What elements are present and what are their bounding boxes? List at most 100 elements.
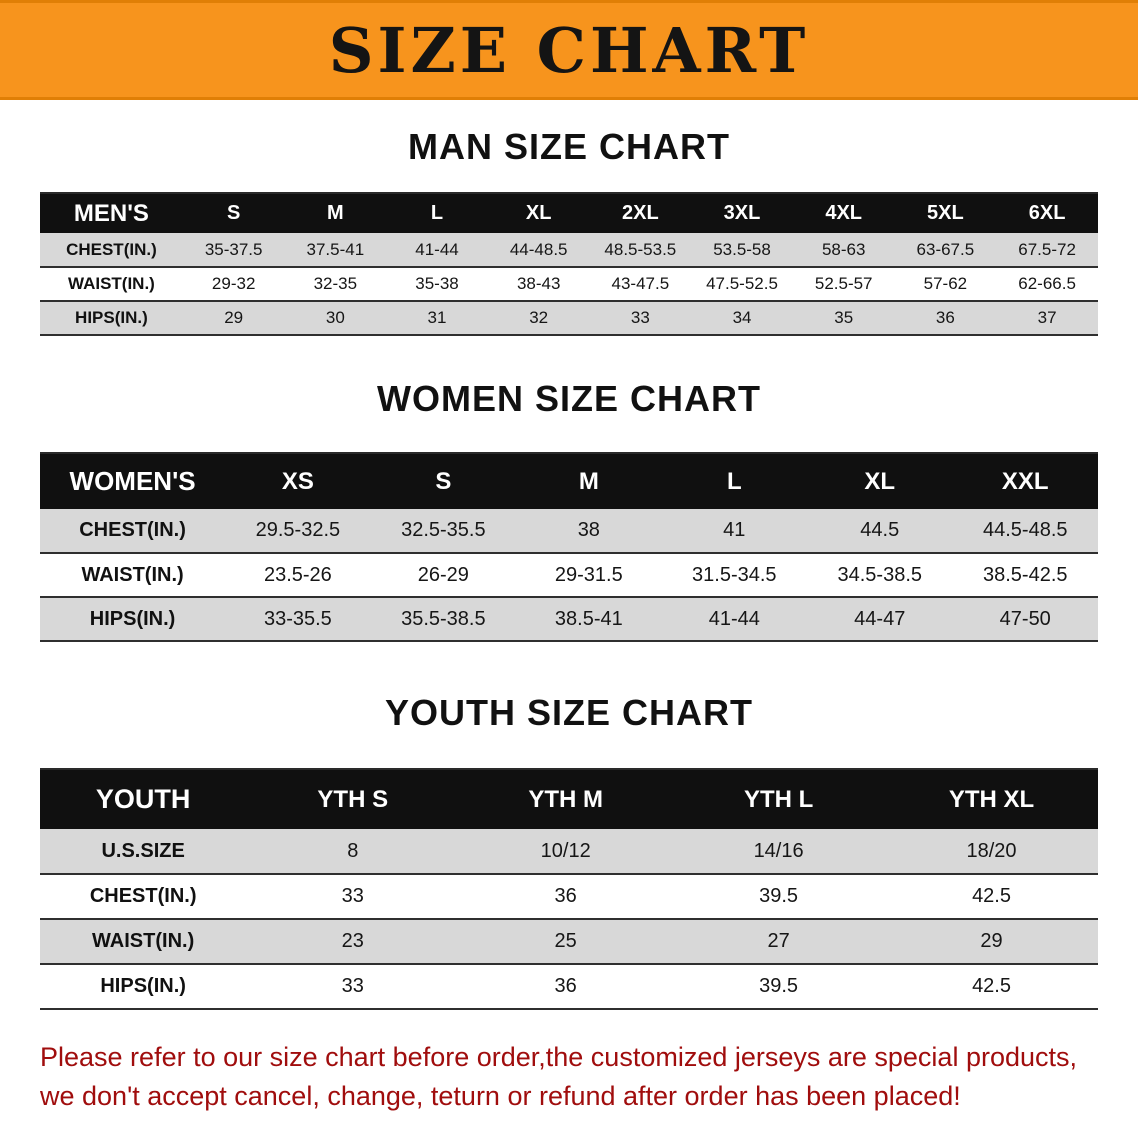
data-cell: 38 <box>577 519 600 541</box>
data-cell: 63-67.5 <box>916 239 975 259</box>
row-label: CHEST(IN.) <box>66 239 157 259</box>
data-cell: 32 <box>529 308 549 327</box>
data-cell: 34.5-38.5 <box>837 563 922 586</box>
data-cell: 32.5-35.5 <box>401 519 486 541</box>
notice-line-2: we don't accept cancel, change, teturn o… <box>40 1081 961 1112</box>
data-cell: 14/16 <box>753 839 804 862</box>
page-title: SIZE CHART <box>328 13 810 87</box>
data-cell: 35 <box>834 308 854 327</box>
youth-size-section: YOUTH SIZE CHART YOUTH YTH S YTH M YTH L YTH… <box>0 692 1138 1010</box>
row-label: WAIST(IN.) <box>67 274 155 293</box>
table-row: CHEST(IN.) 33 36 39.5 42.5 <box>40 874 1098 919</box>
data-cell: 36 <box>554 975 577 997</box>
data-cell: 29 <box>224 308 244 327</box>
women-size-table-wrap: WOMEN'S XS S M L XL XXL CHEST(IN.) 29.5-32.5 32.5… <box>0 452 1138 642</box>
table-title-cell: YOUTH <box>40 769 247 829</box>
women-size-section: WOMEN SIZE CHART WOMEN'S XS S M L XL XXL CHEST(… <box>0 378 1138 642</box>
size-header-cell: YTH XL <box>885 769 1098 829</box>
data-cell: 44.5-48.5 <box>982 519 1068 541</box>
youth-section-heading: YOUTH SIZE CHART <box>384 692 753 733</box>
row-label: HIPS(IN.) <box>75 308 148 327</box>
size-header-cell: 6XL <box>996 193 1098 233</box>
data-cell: 38.5-42.5 <box>982 563 1068 586</box>
table-row: HIPS(IN.) 33 36 39.5 42.5 <box>40 964 1098 1009</box>
size-header-cell: L <box>386 193 488 233</box>
data-cell: 8 <box>347 839 359 862</box>
size-header-cell: YTH M <box>459 769 673 829</box>
data-cell: 35.5-38.5 <box>401 607 486 630</box>
banner: SIZE CHART <box>0 0 1138 100</box>
men-size-section: MAN SIZE CHART MEN'S S M L XL 2XL 3XL 4XL 5XL 6XL… <box>0 126 1138 336</box>
size-header-cell: S <box>370 453 517 509</box>
size-header-cell: XL <box>807 453 953 509</box>
row-label: WAIST(IN.) <box>81 563 184 586</box>
row-label: CHEST(IN.) <box>79 519 186 541</box>
size-header-cell: XS <box>225 453 371 509</box>
header-row: YOUTH YTH S YTH M YTH L YTH XL <box>40 769 1098 829</box>
data-cell: 44-48.5 <box>509 239 568 259</box>
data-cell: 26-29 <box>417 563 469 586</box>
data-cell: 44-47 <box>854 607 906 630</box>
data-cell: 31.5-34.5 <box>692 563 777 586</box>
data-cell: 67.5-72 <box>1018 239 1076 259</box>
data-cell: 29.5-32.5 <box>255 519 341 541</box>
data-cell: 53.5-58 <box>713 239 771 259</box>
data-cell: 33 <box>630 308 650 327</box>
data-cell: 47-50 <box>999 607 1051 630</box>
size-table: WOMEN'S XS S M L XL XXL CHEST(IN.) 29.5-32.5 32.5… <box>40 452 1098 642</box>
size-header-cell: M <box>516 453 662 509</box>
data-cell: 41-44 <box>415 239 459 259</box>
row-label: HIPS(IN.) <box>89 607 176 630</box>
table-row: HIPS(IN.) 33-35.5 35.5-38.5 38.5-41 41-44 44-… <box>40 597 1098 641</box>
data-cell: 44.5 <box>860 519 900 541</box>
data-cell: 23 <box>341 930 364 952</box>
size-header-cell: XXL <box>952 453 1098 509</box>
size-header-cell: 5XL <box>894 193 997 233</box>
data-cell: 36 <box>935 308 955 327</box>
data-cell: 57-62 <box>923 274 968 293</box>
data-cell: 39.5 <box>759 885 799 907</box>
data-cell: 35-37.5 <box>204 239 263 259</box>
size-header-cell: 3XL <box>691 193 793 233</box>
data-cell: 31 <box>427 308 447 327</box>
data-cell: 10/12 <box>540 839 591 862</box>
size-header-cell: M <box>284 193 387 233</box>
row-label: HIPS(IN.) <box>100 975 186 997</box>
data-cell: 41-44 <box>708 607 760 630</box>
size-header-cell: S <box>182 193 285 233</box>
data-cell: 37 <box>1037 308 1057 327</box>
size-header-cell: 2XL <box>589 193 692 233</box>
data-cell: 25 <box>554 930 577 952</box>
data-cell: 29-31.5 <box>554 563 623 586</box>
table-row: WAIST(IN.) 29-32 32-35 35-38 38-43 43-47.5 47.… <box>40 267 1098 301</box>
data-cell: 52.5-57 <box>814 274 873 293</box>
data-cell: 18/20 <box>966 839 1017 862</box>
table-row: HIPS(IN.) 29 30 31 32 33 34 35 36 37 <box>40 301 1098 335</box>
data-cell: 48.5-53.5 <box>604 239 677 259</box>
data-cell: 34 <box>732 308 752 327</box>
size-header-cell: YTH L <box>672 769 886 829</box>
header-row: WOMEN'S XS S M L XL XXL <box>40 453 1098 509</box>
data-cell: 62-66.5 <box>1018 274 1076 293</box>
youth-size-table-wrap: YOUTH YTH S YTH M YTH L YTH XL U.S.SIZE 8 10/12… <box>0 768 1138 1010</box>
data-cell: 58-63 <box>821 239 866 259</box>
notice-line-1: Please refer to our size chart before or… <box>40 1042 1078 1072</box>
data-cell: 35-38 <box>415 274 459 293</box>
data-cell: 41 <box>723 519 746 541</box>
data-cell: 33 <box>341 975 364 997</box>
data-cell: 38-43 <box>516 274 561 293</box>
row-label: WAIST(IN.) <box>92 930 195 952</box>
header-row: MEN'S S M L XL 2XL 3XL 4XL 5XL 6XL <box>40 193 1098 233</box>
women-section-heading: WOMEN SIZE CHART <box>377 378 761 419</box>
data-cell: 23.5-26 <box>263 563 332 586</box>
data-cell: 43-47.5 <box>611 274 670 293</box>
size-header-cell: L <box>661 453 808 509</box>
size-table: YOUTH YTH S YTH M YTH L YTH XL U.S.SIZE 8 10/12… <box>40 768 1098 1010</box>
data-cell: 30 <box>325 308 345 327</box>
data-cell: 29-32 <box>211 274 256 293</box>
data-cell: 33-35.5 <box>263 607 332 630</box>
data-cell: 42.5 <box>972 885 1011 907</box>
table-row: CHEST(IN.) 29.5-32.5 32.5-35.5 38 41 44.5 44.5… <box>40 509 1098 553</box>
size-header-cell: YTH S <box>246 769 460 829</box>
